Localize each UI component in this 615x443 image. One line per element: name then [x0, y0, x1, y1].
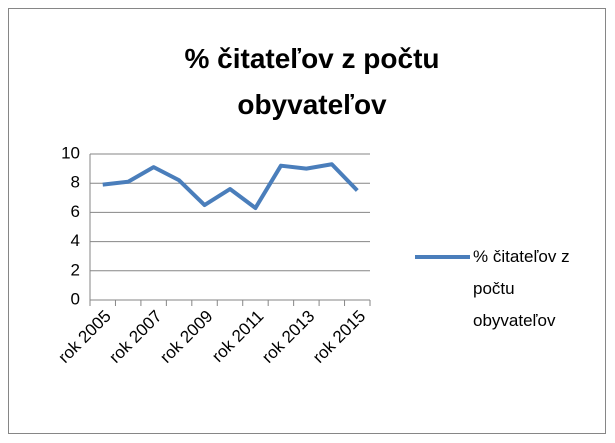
line-series: [102, 162, 359, 211]
y-tick-label: 0: [71, 289, 80, 308]
chart-title: % čitateľov z počtu obyvateľov: [184, 43, 440, 120]
chart-border: [8, 8, 606, 434]
y-tick-label: 8: [71, 173, 80, 192]
y-tick-label: 4: [71, 231, 80, 250]
legend-label: % čitateľov z počtu obyvateľov: [473, 247, 570, 330]
y-tick-label: 6: [71, 202, 80, 221]
y-tick-label: 10: [61, 143, 80, 162]
y-tick-label: 2: [71, 260, 80, 279]
